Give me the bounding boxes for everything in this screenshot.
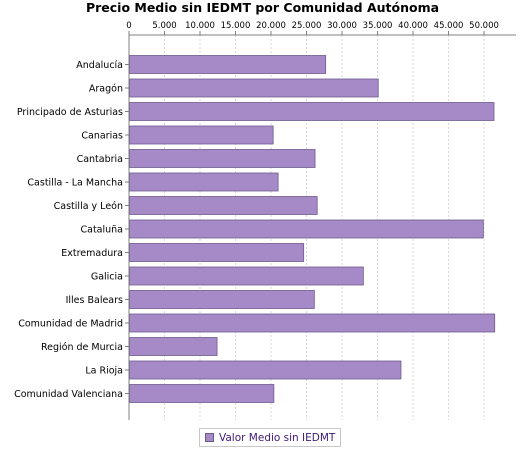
bar [129, 55, 327, 74]
bar [129, 313, 496, 333]
category-label: Aragón [89, 84, 123, 95]
x-tick-label: 10.000 [185, 21, 215, 31]
category-label: Cantabria [77, 154, 123, 165]
category-label: Comunidad Valenciana [14, 389, 123, 400]
x-tick-label: 30.000 [327, 21, 357, 31]
bar [129, 266, 364, 286]
bar [129, 149, 316, 168]
category-label: Galicia [91, 272, 123, 283]
bar [129, 243, 305, 262]
bar [129, 125, 274, 145]
legend: Valor Medio sin IEDMT [199, 428, 342, 447]
bar [129, 384, 275, 403]
chart-title: Precio Medio sin IEDMT por Comunidad Aut… [85, 0, 440, 15]
category-label: Castilla y León [54, 201, 123, 212]
category-label: Extremadura [61, 248, 123, 259]
category-label: Canarias [81, 131, 123, 142]
category-label: Principado de Asturias [17, 107, 123, 118]
category-label: La Rioja [85, 366, 123, 377]
x-tick-label: 15.000 [221, 21, 251, 31]
category-label: Cataluña [80, 225, 123, 236]
category-label: Illes Balears [66, 295, 123, 306]
x-tick-label: 20.000 [256, 21, 286, 31]
x-tick-label: 45.000 [434, 21, 464, 31]
bar [129, 102, 495, 121]
bars [129, 55, 496, 403]
bar [129, 219, 484, 239]
bar [129, 360, 402, 380]
x-axis-ticks: 0 5.000 10.000 15.000 20.000 25.000 30.000 35.0… [126, 21, 499, 35]
legend-swatch [205, 433, 214, 442]
bar [129, 196, 318, 215]
category-labels: Andalucía Aragón Principado de Asturias Can… [14, 60, 129, 400]
x-tick-label: 40.000 [398, 21, 428, 31]
bar [129, 78, 379, 98]
category-label: Andalucía [76, 60, 123, 71]
axes [128, 34, 516, 420]
x-tick-label: 25.000 [292, 21, 322, 31]
x-tick-label: 0 [126, 21, 131, 31]
bar [129, 337, 218, 356]
bar [129, 290, 315, 309]
x-tick-label: 50.000 [469, 21, 499, 31]
legend-label: Valor Medio sin IEDMT [219, 431, 336, 444]
x-tick-label: 5.000 [152, 21, 176, 31]
category-label: Región de Murcia [41, 342, 123, 353]
bar [129, 172, 279, 192]
category-label: Comunidad de Madrid [18, 319, 123, 330]
x-tick-label: 35.000 [363, 21, 393, 31]
category-label: Castilla - La Mancha [27, 178, 123, 189]
